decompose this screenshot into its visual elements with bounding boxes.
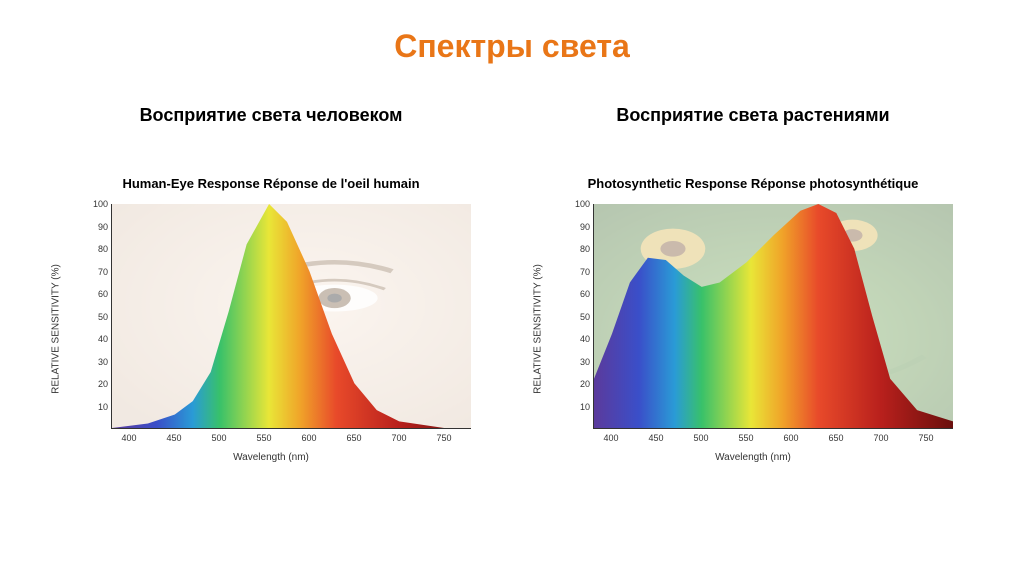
plant-chart: RELATIVE SENSITIVITY (%) 102030405060708… <box>548 199 958 459</box>
plant-chart-title: Photosynthetic Response Réponse photosyn… <box>588 176 919 191</box>
human-subtitle: Восприятие света человеком <box>140 105 403 126</box>
human-spectrum-svg <box>112 204 471 428</box>
human-chart-title: Human-Eye Response Réponse de l'oeil hum… <box>122 176 419 191</box>
x-axis-label: Wavelength (nm) <box>715 452 791 463</box>
plant-subtitle: Восприятие света растениями <box>616 105 889 126</box>
plant-chart-block: Восприятие света растениями Photosynthet… <box>533 105 973 459</box>
page-title: Спектры света <box>0 0 1024 65</box>
human-chart-block: Восприятие света человеком Human-Eye Res… <box>51 105 491 459</box>
plant-spectrum-svg <box>594 204 953 428</box>
y-axis-label: RELATIVE SENSITIVITY (%) <box>51 264 62 394</box>
x-axis-label: Wavelength (nm) <box>233 452 309 463</box>
human-chart: RELATIVE SENSITIVITY (%) 102030405060708… <box>66 199 476 459</box>
charts-row: Восприятие света человеком Human-Eye Res… <box>0 105 1024 459</box>
y-axis-label: RELATIVE SENSITIVITY (%) <box>533 264 544 394</box>
